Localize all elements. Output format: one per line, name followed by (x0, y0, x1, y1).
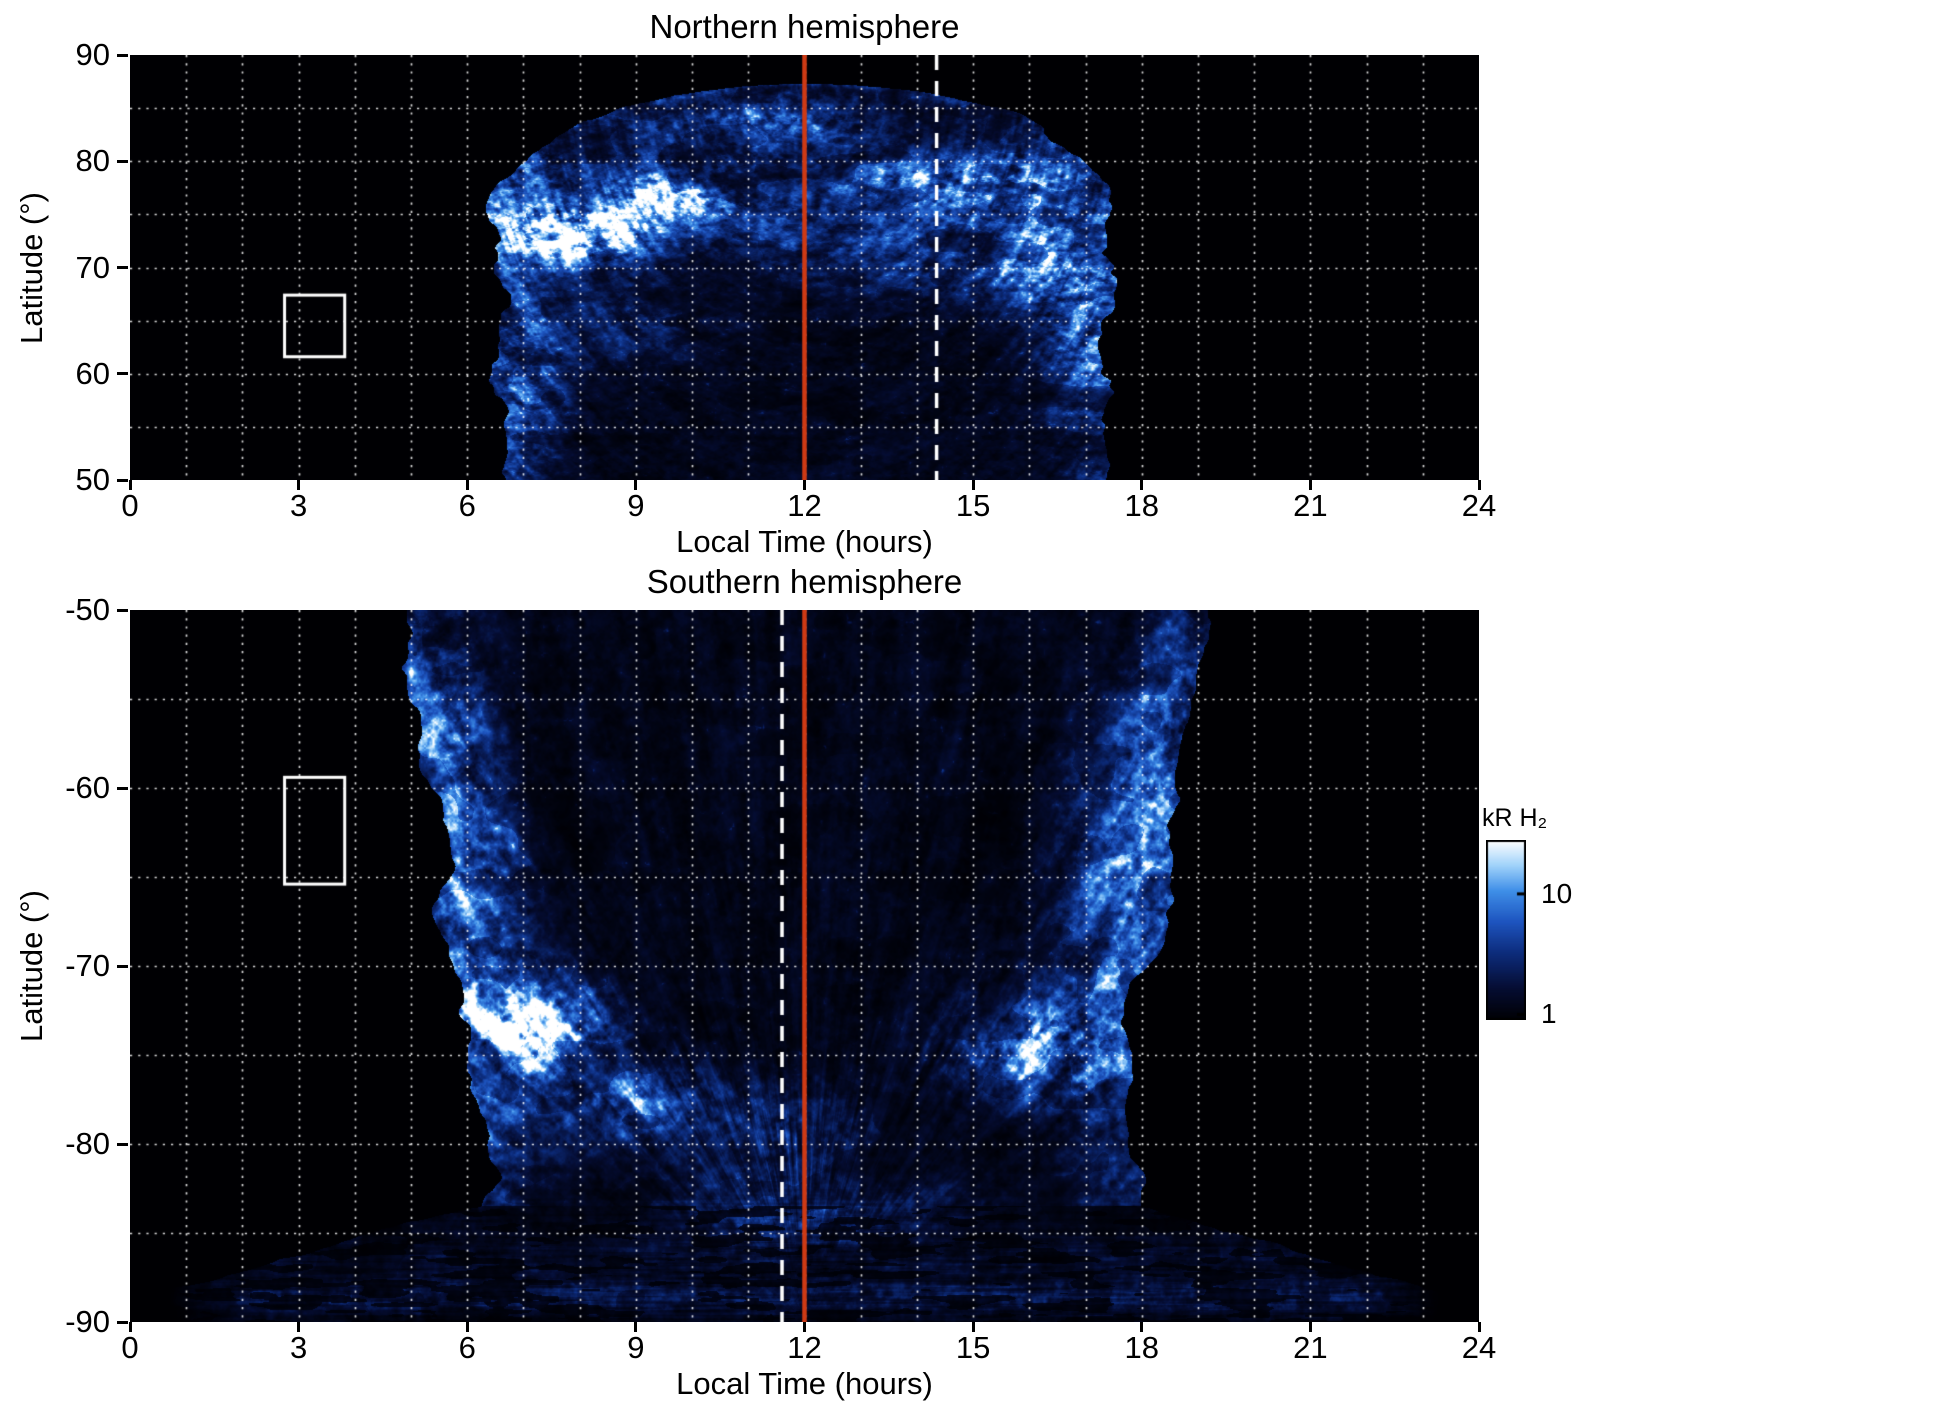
y-tick-mark (117, 266, 128, 269)
x-tick-mark (971, 480, 975, 490)
y-tick-label: -90 (65, 1304, 110, 1339)
y-tick-label: -70 (65, 948, 110, 983)
y-tick-label: 50 (75, 462, 110, 497)
colorbar-gradient (1486, 840, 1526, 1020)
x-tick-label: 18 (1124, 1330, 1159, 1365)
x-tick-mark (1477, 1322, 1481, 1332)
y-tick-mark (117, 1320, 128, 1324)
x-tick-mark (1308, 480, 1312, 490)
x-tick-label: 3 (290, 1330, 308, 1365)
x-axis-label: Local Time (hours) (676, 1366, 933, 1401)
y-tick-label: 70 (75, 249, 110, 285)
x-tick-mark (297, 1322, 301, 1332)
y-tick-label: 90 (75, 37, 110, 72)
x-tick-label: 12 (787, 1330, 822, 1365)
y-tick-mark (117, 964, 128, 968)
y-tick-mark (117, 1142, 128, 1146)
x-tick-mark (1140, 1322, 1144, 1332)
x-tick-label: 9 (627, 488, 645, 523)
y-tick-label: 60 (75, 355, 110, 391)
x-tick-label: 15 (955, 1330, 991, 1365)
panel-title: Northern hemisphere (649, 8, 960, 45)
x-tick-mark (128, 1322, 132, 1332)
x-tick-label: 21 (1293, 488, 1328, 523)
x-tick-label: 0 (121, 1330, 139, 1365)
y-tick-mark (117, 372, 128, 376)
x-tick-label: 21 (1293, 1330, 1328, 1365)
x-tick-mark (465, 1322, 469, 1332)
x-tick-mark (803, 1322, 806, 1332)
x-tick-label: 6 (458, 488, 476, 523)
x-tick-label: 18 (1124, 488, 1159, 523)
panel-title: Southern hemisphere (646, 563, 963, 600)
x-tick-mark (1308, 1322, 1312, 1332)
x-tick-label: 0 (121, 488, 139, 523)
x-tick-mark (971, 1322, 975, 1332)
x-tick-label: 6 (458, 1330, 476, 1365)
y-tick-label: -60 (65, 770, 110, 805)
heatmap-plot-south (130, 610, 1479, 1322)
x-tick-label: 9 (627, 1330, 645, 1365)
colorbar-tick-label: 1 (1541, 998, 1557, 1030)
x-tick-mark (128, 480, 132, 490)
y-tick-label: -50 (65, 592, 110, 627)
x-axis-label: Local Time (hours) (676, 524, 933, 559)
x-tick-mark (634, 480, 638, 490)
x-tick-mark (803, 480, 806, 490)
x-tick-mark (297, 480, 301, 490)
heatmap-plot-north (130, 55, 1479, 480)
x-tick-label: 15 (955, 488, 991, 523)
y-tick-label: 80 (75, 143, 110, 179)
colorbar-tick-label: 10 (1541, 877, 1573, 909)
y-tick-mark (117, 159, 128, 163)
x-tick-mark (1477, 480, 1481, 490)
x-tick-label: 12 (787, 488, 822, 523)
x-tick-label: 24 (1461, 1330, 1497, 1365)
x-tick-label: 24 (1461, 488, 1497, 523)
x-tick-mark (634, 1322, 638, 1332)
y-tick-mark (117, 608, 128, 612)
x-tick-mark (465, 480, 469, 490)
y-tick-mark (117, 53, 128, 57)
colorbar-label: kR H₂ (1482, 804, 1548, 832)
x-tick-label: 3 (290, 488, 308, 523)
x-tick-mark (1140, 480, 1144, 490)
y-tick-mark (117, 478, 128, 482)
y-tick-label: -80 (65, 1126, 110, 1161)
y-tick-mark (117, 786, 128, 790)
